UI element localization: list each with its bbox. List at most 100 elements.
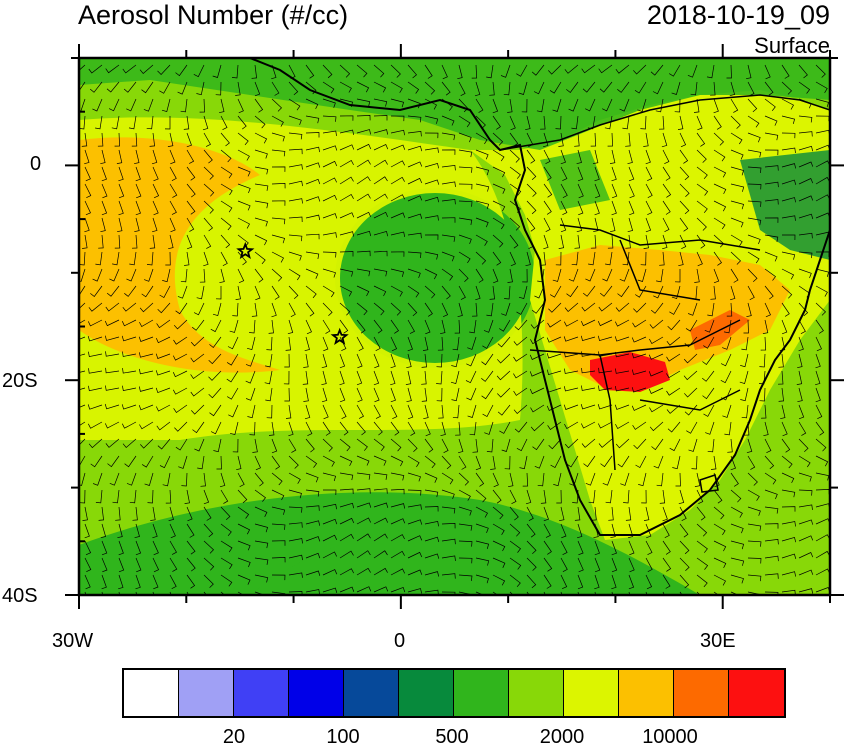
wind-barb — [655, 98, 664, 113]
wind-barb — [576, 217, 583, 233]
wind-barb — [661, 132, 668, 148]
wind-barb — [472, 438, 478, 453]
wind-barb — [645, 183, 653, 199]
wind-barb — [220, 506, 231, 521]
wind-barb — [104, 421, 120, 429]
wind-barb — [764, 506, 779, 514]
wind-barb — [271, 64, 277, 80]
wind-barb — [798, 569, 814, 576]
wind-barb — [203, 251, 209, 267]
wind-barb — [226, 353, 239, 366]
wind-barb — [231, 64, 239, 79]
wind-barb — [132, 506, 138, 521]
wind-barb — [628, 200, 635, 216]
wind-barb — [271, 472, 283, 486]
wind-barb — [559, 506, 565, 522]
wind-barb — [373, 64, 385, 78]
wind-barb — [254, 506, 268, 517]
wind-barb — [230, 421, 239, 436]
wind-barb — [356, 285, 370, 297]
wind-barb — [271, 455, 281, 470]
wind-barb — [633, 64, 647, 75]
wind-barb — [526, 540, 537, 554]
wind-barb — [458, 472, 470, 486]
wind-barb — [764, 115, 778, 126]
wind-barb — [114, 132, 120, 147]
wind-barb — [169, 574, 177, 590]
wind-barb — [356, 250, 371, 257]
wind-barb — [685, 319, 698, 332]
wind-barb — [126, 268, 137, 282]
wind-barb — [679, 234, 687, 250]
wind-barb — [232, 438, 239, 453]
wind-barb — [729, 81, 736, 97]
wind-barb — [713, 166, 727, 178]
wind-barb — [305, 520, 321, 526]
wind-barb — [203, 540, 215, 554]
wind-barb — [777, 370, 784, 385]
wind-barb — [582, 285, 596, 297]
wind-barb — [585, 268, 596, 282]
wind-barb — [178, 455, 188, 469]
wind-barb — [645, 557, 653, 573]
wind-barb — [208, 370, 222, 381]
wind-barb — [305, 552, 321, 559]
wind-barb — [713, 472, 720, 488]
western-orange-arc — [79, 137, 280, 373]
wind-barb — [543, 132, 549, 148]
wind-barb — [532, 438, 545, 451]
wind-barb — [356, 319, 366, 334]
colorbar-cell — [234, 670, 289, 716]
wind-barb — [798, 98, 812, 109]
wind-barb — [161, 98, 171, 113]
wind-barb — [95, 251, 103, 266]
wind-barb — [356, 159, 371, 168]
wind-barb — [271, 506, 286, 515]
wind-barb — [229, 319, 239, 333]
wind-barb — [568, 268, 579, 282]
wind-barb — [437, 336, 444, 351]
wind-barb — [266, 336, 273, 351]
wind-barb — [743, 319, 749, 334]
wind-barb — [322, 551, 338, 559]
wind-barb — [339, 251, 354, 257]
wind-barb — [254, 540, 269, 549]
wind-barb — [577, 183, 584, 199]
wind-barb — [339, 370, 345, 386]
wind-barb — [407, 535, 423, 542]
wind-barb — [288, 132, 303, 140]
colorbar-label: 500 — [435, 726, 469, 748]
wind-barb — [529, 387, 545, 395]
wind-barb — [227, 387, 239, 400]
wind-barb — [628, 557, 635, 573]
level-label: Surface — [754, 33, 830, 58]
wind-barb — [507, 98, 513, 113]
wind-barb — [764, 555, 779, 562]
wind-barb — [548, 302, 562, 313]
lat-label-0: 0 — [30, 153, 42, 175]
wind-barb — [815, 285, 828, 297]
wind-barb — [678, 489, 685, 505]
wind-barb — [489, 81, 495, 96]
wind-barb — [509, 574, 521, 588]
wind-barb — [707, 302, 715, 317]
wind-barb — [220, 132, 230, 147]
wind-barb — [645, 200, 653, 216]
wind-barb — [436, 353, 443, 368]
wind-barb — [625, 506, 632, 521]
wind-barb — [84, 149, 90, 165]
wind-barb — [458, 149, 473, 158]
wind-barb — [109, 268, 120, 282]
wind-barb — [237, 472, 245, 488]
wind-barb — [558, 132, 564, 147]
wind-barb — [79, 319, 86, 324]
wind-barb — [543, 506, 549, 522]
wind-barb — [672, 455, 681, 470]
wind-barb — [547, 421, 562, 430]
wind-barb — [441, 149, 456, 155]
wind-barb — [305, 455, 318, 468]
wind-barb — [815, 387, 821, 403]
wind-barb — [322, 455, 335, 467]
wind-barb — [373, 319, 383, 334]
wind-barb — [322, 232, 337, 238]
